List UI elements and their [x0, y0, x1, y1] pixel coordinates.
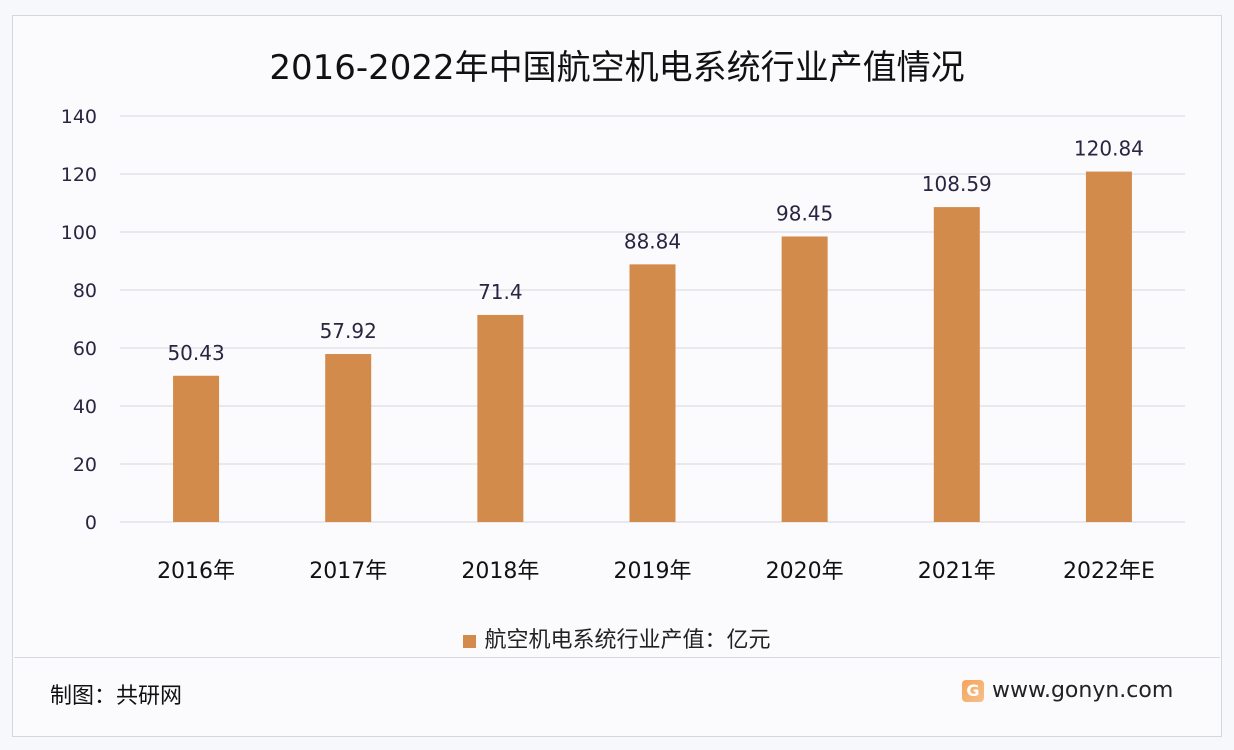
legend-swatch — [463, 634, 477, 648]
divider — [14, 657, 1220, 658]
chart-title: 2016-2022年中国航空机电系统行业产值情况 — [269, 48, 965, 88]
gonyn-logo-icon: G — [962, 679, 984, 702]
data-label: 108.59 — [922, 172, 992, 196]
y-tick-label: 120 — [61, 164, 97, 186]
y-tick-label: 140 — [61, 106, 97, 128]
x-tick-label: 2021年 — [918, 559, 996, 584]
site-url: www.gonyn.com — [992, 678, 1174, 703]
data-label: 71.4 — [478, 280, 523, 304]
bar — [933, 207, 980, 523]
bar — [781, 236, 828, 522]
credit-text: 制图：共研网 — [50, 684, 183, 709]
x-tick-label: 2020年 — [766, 559, 844, 584]
data-label: 98.45 — [776, 201, 833, 225]
y-tick-label: 0 — [85, 512, 97, 534]
x-tick-label: 2018年 — [461, 559, 539, 584]
data-label: 120.84 — [1074, 137, 1144, 161]
y-tick-label: 20 — [73, 454, 97, 476]
data-label: 57.92 — [320, 319, 377, 343]
x-tick-label: 2017年 — [309, 559, 387, 584]
y-tick-label: 80 — [73, 280, 97, 302]
bar — [325, 354, 372, 522]
data-label: 50.43 — [167, 341, 224, 365]
legend: 航空机电系统行业产值：亿元 — [0, 622, 1234, 654]
y-tick-label: 100 — [61, 222, 97, 244]
bar — [629, 264, 676, 522]
x-tick-label: 2019年 — [614, 559, 692, 584]
bar — [477, 314, 524, 522]
x-tick-label: 2016年 — [157, 559, 235, 584]
y-tick-label: 40 — [73, 396, 97, 418]
bar — [1085, 171, 1132, 522]
y-tick-label: 60 — [73, 338, 97, 360]
x-tick-label: 2022年E — [1063, 559, 1155, 584]
bar — [173, 375, 220, 522]
data-label: 88.84 — [624, 229, 681, 253]
legend-label: 航空机电系统行业产值：亿元 — [484, 628, 771, 653]
